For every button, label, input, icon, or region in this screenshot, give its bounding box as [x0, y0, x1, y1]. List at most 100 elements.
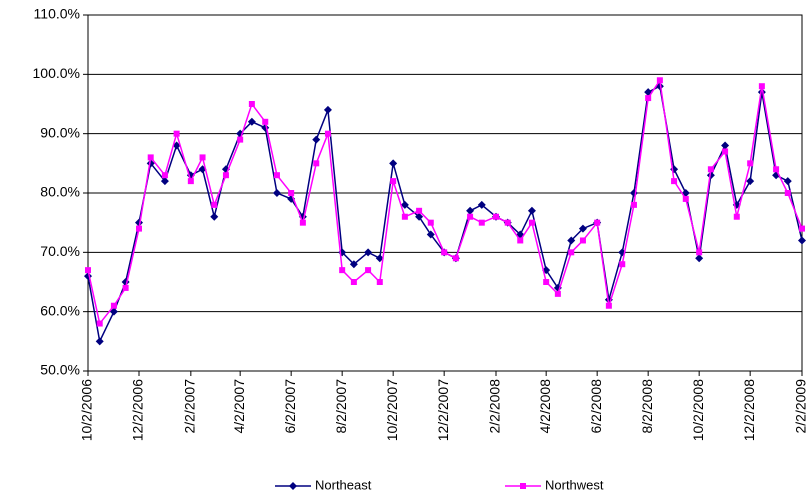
marker	[466, 206, 475, 215]
marker	[365, 267, 372, 274]
marker	[96, 320, 103, 327]
series	[85, 77, 805, 327]
marker	[390, 178, 397, 185]
marker	[262, 118, 269, 125]
marker	[441, 249, 448, 256]
series	[84, 82, 806, 346]
y-tick-label: 100.0%	[33, 65, 80, 81]
marker	[273, 172, 280, 179]
y-tick-label: 90.0%	[40, 124, 80, 140]
marker	[199, 154, 206, 161]
marker	[799, 225, 805, 232]
marker	[312, 135, 321, 144]
x-tick-label: 10/2/2007	[384, 379, 400, 441]
marker	[95, 337, 104, 346]
marker	[323, 105, 332, 114]
marker	[161, 172, 168, 179]
x-tick-label: 10/2/2008	[690, 379, 706, 441]
marker	[313, 160, 320, 167]
marker	[401, 213, 408, 220]
y-tick-label: 70.0%	[40, 243, 80, 259]
marker	[721, 141, 730, 150]
marker	[400, 200, 409, 209]
legend-label: Northwest	[545, 477, 604, 492]
y-tick-label: 110.0%	[34, 6, 80, 22]
marker	[349, 260, 358, 269]
marker	[579, 237, 586, 244]
marker	[288, 190, 295, 196]
marker	[173, 130, 180, 137]
marker	[364, 248, 373, 257]
marker	[187, 178, 194, 185]
legend-label: Northeast	[315, 477, 372, 492]
marker	[261, 123, 270, 132]
marker	[272, 189, 281, 197]
marker	[671, 178, 678, 185]
marker	[247, 117, 256, 126]
x-tick-label: 8/2/2008	[639, 379, 655, 434]
marker	[695, 254, 704, 263]
x-tick-label: 6/2/2007	[282, 379, 298, 434]
marker	[619, 261, 626, 268]
marker	[452, 255, 459, 262]
marker	[350, 279, 357, 285]
x-tick-label: 12/2/2007	[435, 379, 451, 441]
y-tick-label: 50.0%	[40, 362, 80, 378]
marker	[427, 219, 434, 226]
marker	[504, 219, 511, 226]
x-tick-label: 2/2/2008	[487, 379, 503, 434]
marker	[237, 136, 244, 143]
marker	[248, 101, 255, 107]
x-tick-label: 10/2/2006	[79, 379, 95, 441]
marker	[467, 213, 474, 220]
marker	[517, 237, 524, 244]
y-tick-label: 80.0%	[40, 184, 80, 200]
marker	[211, 201, 218, 208]
marker	[706, 171, 715, 180]
marker	[630, 201, 637, 208]
marker	[707, 166, 714, 173]
marker	[520, 483, 526, 489]
marker	[682, 195, 689, 202]
marker	[210, 212, 219, 221]
marker	[758, 83, 765, 90]
marker	[783, 177, 792, 186]
marker	[594, 219, 601, 226]
x-tick-label: 12/2/2008	[741, 379, 757, 441]
marker	[747, 160, 754, 167]
marker	[136, 225, 142, 232]
marker	[109, 307, 118, 316]
marker	[554, 290, 561, 297]
x-tick-label: 8/2/2007	[333, 379, 349, 434]
marker	[478, 219, 485, 226]
x-tick-label: 2/2/2007	[182, 379, 198, 434]
x-tick-label: 4/2/2008	[537, 379, 553, 434]
marker	[543, 279, 550, 285]
marker	[376, 279, 383, 285]
marker	[493, 213, 499, 220]
marker	[477, 200, 486, 209]
marker	[85, 267, 91, 274]
marker	[746, 177, 755, 186]
y-tick-label: 60.0%	[40, 302, 80, 318]
marker	[656, 77, 663, 84]
marker	[299, 219, 306, 226]
marker	[415, 212, 424, 221]
marker	[568, 249, 575, 256]
marker	[733, 213, 740, 220]
marker	[339, 267, 346, 274]
marker	[121, 278, 130, 286]
marker	[722, 148, 729, 155]
marker	[527, 206, 536, 215]
x-tick-label: 2/2/2009	[793, 379, 809, 434]
marker	[567, 236, 576, 245]
marker	[798, 236, 806, 245]
marker	[147, 154, 154, 161]
marker	[110, 302, 117, 309]
marker	[122, 284, 129, 291]
marker	[324, 130, 331, 137]
marker	[389, 159, 398, 168]
marker	[416, 207, 423, 214]
marker	[784, 190, 791, 196]
